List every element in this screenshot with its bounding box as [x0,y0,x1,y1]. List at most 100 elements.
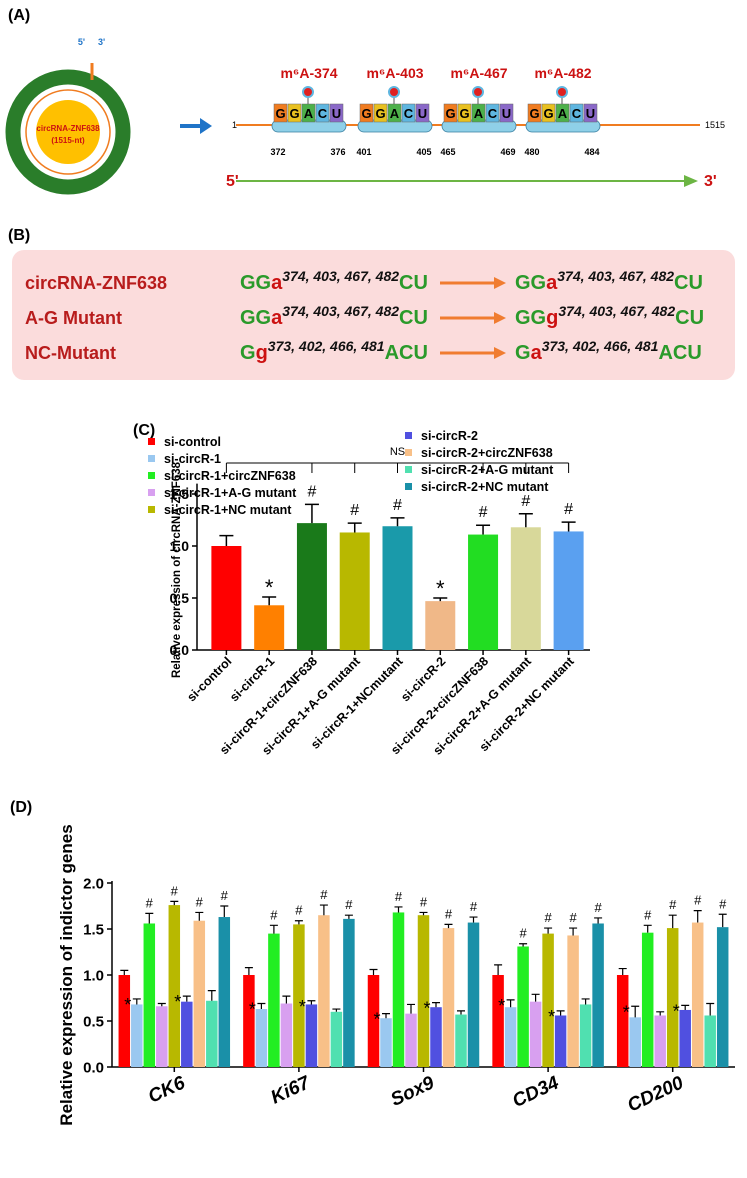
bar [442,928,455,1067]
seq-sites: 373, 402, 466, 481 [268,338,385,354]
legend-label: si-control [164,435,221,449]
x-tick-label: Ki67 [268,1072,315,1109]
legend-swatch [148,438,155,445]
bar [255,1009,268,1067]
motif-box [415,103,430,123]
motif-letter: G [445,106,455,121]
motif-box [499,103,514,123]
error-bar [382,1013,390,1019]
error-bar [220,905,229,918]
y-tick-label: 1.5 [170,486,190,502]
error-bar [476,524,491,535]
significance-marker: # [395,889,403,904]
error-bar [282,995,291,1004]
error-bar [195,911,204,921]
motif-letter: C [572,106,582,121]
circle-5-prime: 5' [78,37,85,47]
significance-marker: # [669,897,677,912]
error-bar [518,513,533,528]
bar [367,975,380,1067]
bar [405,1013,417,1067]
strand-end: 1515 [705,120,725,130]
legend-swatch [148,472,155,479]
motif-box [315,103,330,123]
error-bar [257,1002,266,1010]
legend-label: si-circR-1+circZNF638 [164,469,296,483]
significance-marker: # [393,497,402,514]
error-bar [319,904,328,916]
motif-box [287,103,302,123]
significance-marker: # [569,910,577,925]
bar [293,924,305,1067]
row-arrowhead [494,312,506,324]
seq-base: GG [240,307,271,329]
seq-base: GG [515,272,546,294]
seq-mod: g [256,342,268,364]
bar [118,975,131,1067]
seq-mod: a [271,307,283,329]
error-bar [469,916,478,923]
error-bar [407,1003,415,1014]
bar [468,534,499,650]
bar [380,1018,392,1067]
significance-marker: # [719,896,727,911]
y-axis-label: Relative expression of circRNA-ZNF638 [171,461,183,678]
bar [318,915,330,1067]
bar [455,1014,467,1067]
error-bar [706,1002,715,1016]
legend-swatch [148,489,155,496]
bar [156,1006,168,1067]
site-name: m⁶A-482 [534,65,591,81]
bar [542,933,554,1067]
bar [181,1001,193,1067]
error-bar [519,943,528,947]
motif-letter: C [318,106,328,121]
lollipop-head [472,86,484,98]
y-tick-label: 1.0 [83,967,104,984]
y-tick-label: 2.0 [83,875,104,892]
bar [425,601,456,650]
blue-arrow [180,118,212,134]
motif-box [401,103,416,123]
error-bar [561,521,576,532]
error-bar [494,964,503,975]
y-tick-label: 0.5 [170,590,190,606]
significance-marker: # [320,887,328,902]
bar [430,1007,442,1067]
significance-marker: # [270,907,278,922]
row-name: A-G Mutant [25,308,122,328]
row-name: NC-Mutant [25,343,116,363]
bar [193,920,206,1067]
site-from: 401 [356,147,371,157]
panel-label: (A) [8,7,30,24]
error-bar [419,911,428,916]
motif-box [569,103,584,123]
error-bar [643,924,652,933]
significance-marker: # [420,894,428,909]
strand-5-prime: 5' [226,173,239,190]
significance-marker: * [673,1001,680,1021]
seq-base: GG [240,272,271,294]
motif-letter: U [418,106,427,121]
significance-marker: # [350,502,359,519]
motif-letter: A [304,106,314,121]
motif-letter: G [289,106,299,121]
bar [339,532,370,650]
error-bar [307,1000,316,1005]
circle-3-prime: 3' [98,37,105,47]
lollipop-head [388,86,400,98]
motif-box [583,103,598,123]
significance-marker: # [221,888,229,903]
error-bar [120,969,129,975]
seq-sites: 373, 402, 466, 481 [542,338,659,354]
significance-marker: # [519,926,527,941]
motif-letter: G [375,106,385,121]
bar [666,928,679,1067]
error-bar [170,900,179,906]
lollipop-head [556,86,568,98]
bar [243,975,255,1067]
error-bar [681,1004,690,1010]
legend-label: si-circR-1+NC mutant [164,503,292,517]
bar [510,527,541,650]
